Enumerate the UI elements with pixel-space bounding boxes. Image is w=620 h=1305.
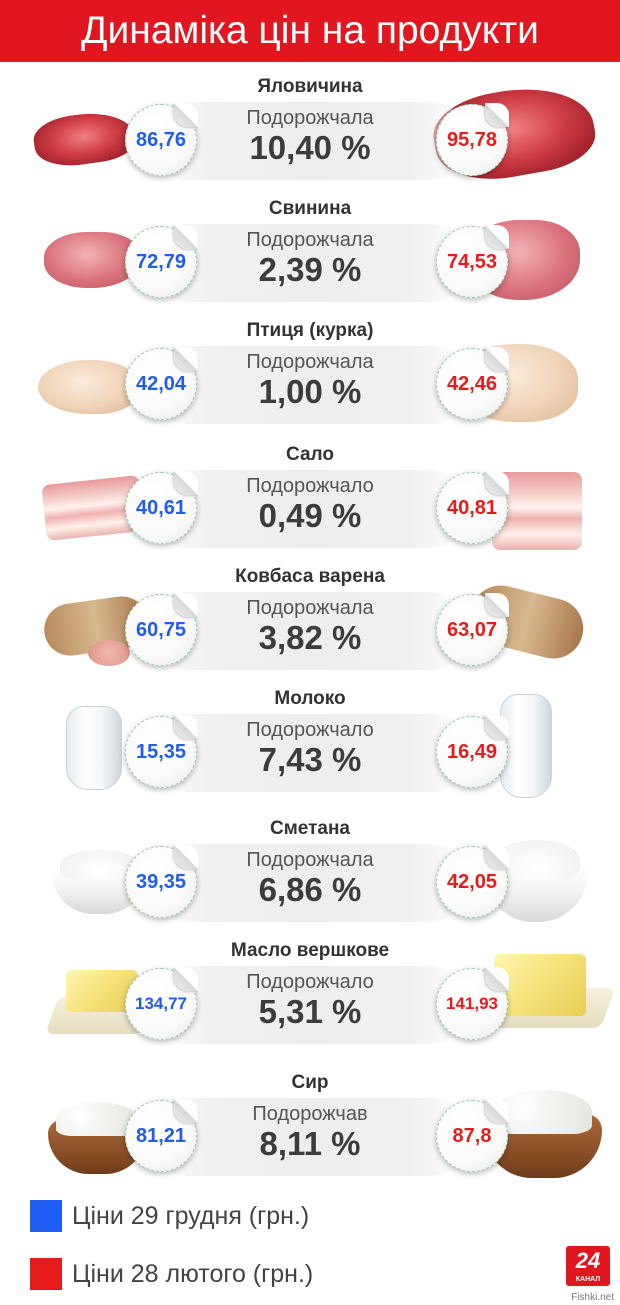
legend-new-prices: Ціни 28 лютого (грн.) (30, 1256, 450, 1290)
product-row-beef: Яловичина Подорожчала 10,40 % 86,76 95,7… (0, 76, 620, 198)
change-value: 2,39 % (258, 251, 362, 288)
old-price-sticker: 40,61 (125, 471, 198, 544)
cottage-cheese-right (494, 1090, 592, 1134)
new-price-sticker: 95,78 (436, 103, 509, 176)
change-label: Подорожчала (246, 107, 374, 129)
logo-text: 24 (575, 1248, 601, 1273)
change-label: Подорожчало (246, 971, 374, 993)
change-band (150, 966, 470, 1044)
product-row-pork: Свинина Подорожчала 2,39 % 72,79 74,53 (0, 198, 620, 320)
old-price-sticker: 134,77 (125, 967, 198, 1040)
change-label: Подорожчала (246, 849, 374, 871)
new-price-sticker: 74,53 (436, 225, 509, 298)
change-label: Подорожчало (246, 719, 374, 741)
new-price-sticker: 40,81 (436, 471, 509, 544)
legend-label: Ціни 28 лютого (грн.) (72, 1260, 314, 1288)
sausage-slice (88, 640, 130, 666)
old-price-sticker: 86,76 (125, 103, 198, 176)
change-label: Подорожчало (246, 475, 374, 497)
new-price-sticker: 63,07 (436, 593, 509, 666)
change-label: Подорожчала (246, 351, 374, 373)
new-price-sticker: 42,05 (436, 845, 509, 918)
channel-24-logo: 24 КАНАЛ (566, 1246, 610, 1286)
change-band (150, 224, 470, 302)
old-price-sticker: 72,79 (125, 225, 198, 298)
legend-swatch-blue (30, 1200, 62, 1232)
change-label: Подорожчала (246, 229, 374, 251)
logo-subtext: КАНАЛ (575, 1276, 601, 1283)
change-band (150, 470, 470, 548)
change-band (150, 102, 470, 180)
old-price-sticker: 39,35 (125, 845, 198, 918)
page-title: Динаміка цін на продукти (0, 0, 620, 62)
change-band (150, 844, 470, 922)
change-band (150, 346, 470, 424)
change-band (150, 714, 470, 792)
product-row-sour-cream: Сметана Подорожчала 6,86 % 39,35 42,05 (0, 818, 620, 940)
product-row-sausage: Ковбаса варена Подорожчала 3,82 % 60,75 … (0, 566, 620, 688)
change-band (150, 592, 470, 670)
product-row-cottage-cheese: Сир Подорожчав 8,11 % 81,21 87,8 (0, 1072, 620, 1194)
change-value: 3,82 % (258, 619, 362, 656)
change-label: Подорожчала (246, 597, 374, 619)
product-name: Сметана (269, 818, 350, 839)
change-value: 1,00 % (258, 373, 362, 410)
chicken-image-left (38, 360, 138, 414)
product-name: Ковбаса варена (235, 566, 385, 587)
butter-right (494, 954, 586, 1016)
pork-image-left (44, 232, 140, 288)
legend-label: Ціни 29 грудня (грн.) (72, 1202, 310, 1230)
change-label: Подорожчав (252, 1103, 368, 1125)
old-price-sticker: 15,35 (125, 715, 198, 788)
new-price-sticker: 87,8 (436, 1099, 509, 1172)
product-row-butter: Масло вершкове Подорожчало 5,31 % 134,77… (0, 940, 620, 1062)
legend-swatch-red (30, 1258, 62, 1290)
milk-jug-left (66, 706, 122, 790)
change-value: 0,49 % (258, 497, 362, 534)
old-price-sticker: 60,75 (125, 593, 198, 666)
old-price-sticker: 81,21 (125, 1099, 198, 1172)
new-price-sticker: 42,46 (436, 347, 509, 420)
product-row-milk: Молоко Подорожчало 7,43 % 15,35 16,49 (0, 688, 620, 810)
product-row-chicken: Птиця (курка) Подорожчала 1,00 % 42,04 4… (0, 320, 620, 442)
new-price-sticker: 141,93 (436, 967, 509, 1040)
change-value: 7,43 % (258, 741, 362, 778)
change-value: 8,11 % (259, 1125, 361, 1162)
product-name: Молоко (274, 688, 346, 709)
product-name: Птиця (курка) (246, 320, 374, 341)
milk-jug-right (500, 694, 552, 798)
change-value: 6,86 % (258, 871, 362, 908)
legend-old-prices: Ціни 29 грудня (грн.) (30, 1198, 450, 1232)
product-name: Сир (291, 1072, 329, 1093)
change-value: 5,31 % (258, 993, 362, 1030)
product-name: Свинина (268, 198, 352, 219)
change-band (150, 1098, 470, 1176)
new-price-sticker: 16,49 (436, 715, 509, 788)
watermark: Fishki.net (571, 1292, 614, 1303)
old-price-sticker: 42,04 (125, 347, 198, 420)
product-row-salo: Сало Подорожчало 0,49 % 40,61 40,81 (0, 444, 620, 566)
product-name: Сало (286, 444, 334, 465)
product-name: Яловичина (257, 76, 363, 97)
cottage-cheese-left (56, 1102, 138, 1136)
product-name: Масло вершкове (230, 940, 390, 961)
change-value: 10,40 % (249, 129, 371, 166)
